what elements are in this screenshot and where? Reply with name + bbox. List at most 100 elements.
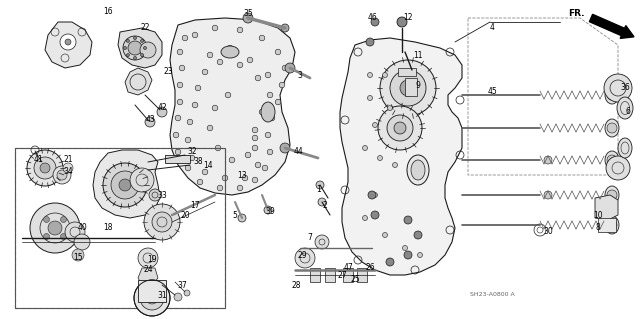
- Circle shape: [157, 107, 167, 117]
- Text: 20: 20: [180, 211, 190, 219]
- Text: 12: 12: [403, 13, 413, 23]
- Circle shape: [128, 41, 142, 55]
- Text: 23: 23: [163, 68, 173, 77]
- Text: 30: 30: [543, 227, 553, 236]
- Bar: [398, 68, 416, 76]
- Circle shape: [607, 190, 617, 200]
- Circle shape: [252, 145, 258, 151]
- Text: 3: 3: [298, 70, 303, 79]
- Circle shape: [152, 212, 172, 232]
- Text: 27: 27: [337, 271, 347, 279]
- Ellipse shape: [261, 102, 275, 122]
- Circle shape: [264, 206, 272, 214]
- Circle shape: [146, 292, 158, 304]
- Text: 31: 31: [157, 291, 167, 300]
- Circle shape: [259, 35, 265, 41]
- Circle shape: [212, 105, 218, 111]
- Circle shape: [607, 123, 617, 133]
- Circle shape: [53, 166, 71, 184]
- Bar: [165, 155, 190, 163]
- Circle shape: [197, 179, 203, 185]
- Text: 19: 19: [147, 256, 157, 264]
- Circle shape: [212, 25, 218, 31]
- Text: 21: 21: [63, 155, 73, 165]
- Polygon shape: [45, 22, 92, 68]
- Circle shape: [177, 82, 183, 88]
- Text: 35: 35: [243, 10, 253, 19]
- Circle shape: [60, 34, 76, 50]
- Circle shape: [371, 211, 379, 219]
- Circle shape: [175, 149, 181, 155]
- Polygon shape: [340, 38, 462, 275]
- Text: 38: 38: [193, 158, 203, 167]
- Circle shape: [149, 189, 161, 201]
- Circle shape: [262, 165, 268, 171]
- Circle shape: [295, 248, 315, 268]
- Circle shape: [229, 157, 235, 163]
- Text: 36: 36: [620, 84, 630, 93]
- Circle shape: [57, 170, 67, 180]
- Circle shape: [30, 203, 80, 253]
- Text: 44: 44: [293, 147, 303, 157]
- Circle shape: [184, 290, 190, 296]
- Circle shape: [242, 175, 248, 181]
- Circle shape: [111, 171, 139, 199]
- Text: 1: 1: [317, 186, 321, 195]
- Circle shape: [134, 280, 170, 316]
- Circle shape: [378, 155, 383, 160]
- Ellipse shape: [407, 155, 429, 185]
- Circle shape: [282, 65, 288, 71]
- Circle shape: [387, 115, 413, 141]
- Circle shape: [192, 102, 198, 108]
- Circle shape: [63, 163, 73, 173]
- Polygon shape: [138, 268, 158, 285]
- Text: 47: 47: [343, 263, 353, 272]
- Circle shape: [404, 216, 412, 224]
- Circle shape: [544, 191, 552, 199]
- Circle shape: [386, 258, 394, 266]
- Ellipse shape: [617, 97, 633, 119]
- Ellipse shape: [605, 86, 619, 104]
- Text: 41: 41: [33, 155, 43, 165]
- Circle shape: [417, 253, 422, 257]
- Circle shape: [61, 234, 67, 240]
- Circle shape: [255, 75, 261, 81]
- Circle shape: [187, 119, 193, 125]
- Circle shape: [400, 80, 416, 96]
- Text: 42: 42: [157, 103, 167, 113]
- Text: 9: 9: [415, 80, 420, 90]
- Circle shape: [173, 132, 179, 138]
- Text: 33: 33: [157, 190, 167, 199]
- Circle shape: [607, 90, 617, 100]
- Circle shape: [202, 69, 208, 75]
- Ellipse shape: [605, 186, 619, 204]
- Circle shape: [192, 32, 198, 38]
- Circle shape: [397, 17, 407, 27]
- Text: 22: 22: [140, 24, 150, 33]
- Ellipse shape: [411, 160, 425, 180]
- Circle shape: [145, 117, 155, 127]
- Circle shape: [280, 143, 290, 153]
- Circle shape: [65, 222, 85, 242]
- Circle shape: [141, 40, 143, 42]
- Ellipse shape: [221, 46, 239, 58]
- Circle shape: [544, 156, 552, 164]
- Circle shape: [255, 162, 261, 168]
- Circle shape: [189, 155, 195, 161]
- Text: 18: 18: [103, 224, 113, 233]
- Ellipse shape: [618, 138, 632, 158]
- Circle shape: [607, 220, 617, 230]
- Circle shape: [403, 246, 408, 250]
- Circle shape: [259, 109, 265, 115]
- Text: 40: 40: [77, 224, 87, 233]
- Circle shape: [371, 18, 379, 26]
- Text: 15: 15: [73, 254, 83, 263]
- Circle shape: [195, 85, 201, 91]
- Text: 46: 46: [367, 13, 377, 23]
- Circle shape: [247, 57, 253, 63]
- Circle shape: [362, 216, 367, 220]
- Text: 11: 11: [413, 50, 423, 60]
- Circle shape: [175, 115, 181, 121]
- Bar: [405, 78, 417, 96]
- Text: 4: 4: [490, 24, 495, 33]
